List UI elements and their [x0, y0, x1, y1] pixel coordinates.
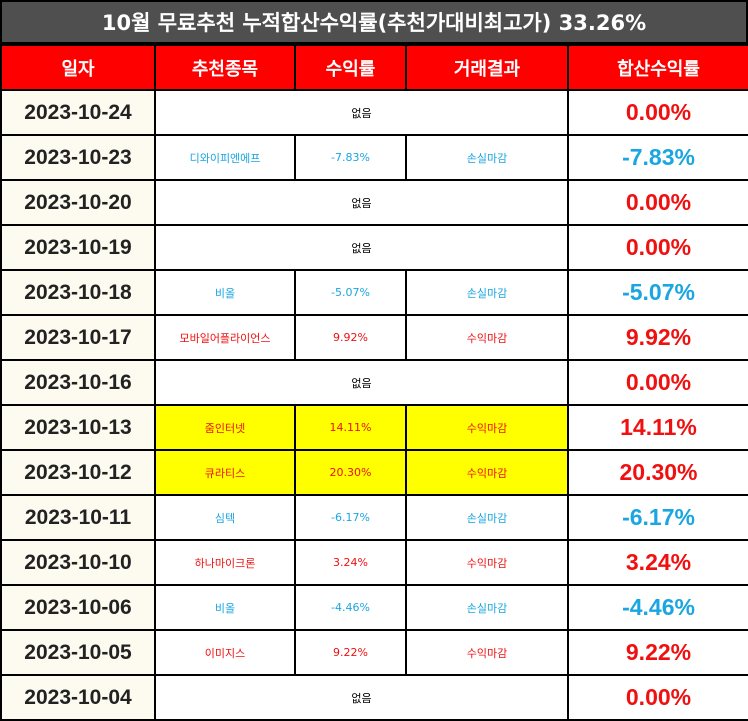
cumulative-return-cell: 0.00%: [567, 674, 748, 721]
stock-name-cell: 줌인터넷: [154, 404, 296, 451]
table-row: 2023-10-16 없음 0.00%: [0, 359, 748, 406]
no-recommendation-cell: 없음: [154, 359, 569, 406]
return-cell: 9.22%: [294, 629, 407, 676]
date-cell: 2023-10-17: [0, 314, 156, 361]
date-cell: 2023-10-23: [0, 134, 156, 181]
cumulative-return-cell: 0.00%: [567, 359, 748, 406]
table-row: 2023-10-19 없음 0.00%: [0, 224, 748, 271]
trade-result-cell: 수익마감: [405, 629, 569, 676]
stock-name-cell: 이미지스: [154, 629, 296, 676]
cumulative-return-cell: 9.22%: [567, 629, 748, 676]
date-cell: 2023-10-11: [0, 494, 156, 541]
table-row: 2023-10-04 없음 0.00%: [0, 674, 748, 721]
table-row: 2023-10-11 심텍 -6.17% 손실마감 -6.17%: [0, 494, 748, 541]
stock-name-cell: 디와이피엔에프: [154, 134, 296, 181]
stock-name-cell: 하나마이크론: [154, 539, 296, 586]
table-body: 2023-10-24 없음 0.00% 2023-10-23 디와이피엔에프 -7.83%…: [0, 89, 748, 721]
date-cell: 2023-10-24: [0, 89, 156, 136]
return-cell: 14.11%: [294, 404, 407, 451]
date-cell: 2023-10-20: [0, 179, 156, 226]
table-row: 2023-10-05 이미지스 9.22% 수익마감 9.22%: [0, 629, 748, 676]
return-cell: 20.30%: [294, 449, 407, 496]
stock-name-cell: 큐라티스: [154, 449, 296, 496]
stock-name-cell: 심텍: [154, 494, 296, 541]
stock-name-cell: 비올: [154, 269, 296, 316]
cumulative-return-cell: -5.07%: [567, 269, 748, 316]
date-cell: 2023-10-04: [0, 674, 156, 721]
trade-result-cell: 손실마감: [405, 494, 569, 541]
table-row: 2023-10-06 비올 -4.46% 손실마감 -4.46%: [0, 584, 748, 631]
return-cell: -4.46%: [294, 584, 407, 631]
date-cell: 2023-10-10: [0, 539, 156, 586]
stock-name-cell: 모바일어플라이언스: [154, 314, 296, 361]
table-header-row: 일자 추천종목 수익률 거래결과 합산수익률: [0, 44, 748, 91]
cumulative-return-cell: 20.30%: [567, 449, 748, 496]
table-row: 2023-10-17 모바일어플라이언스 9.92% 수익마감 9.92%: [0, 314, 748, 361]
column-header-return: 수익률: [294, 44, 407, 91]
return-cell: -7.83%: [294, 134, 407, 181]
date-cell: 2023-10-19: [0, 224, 156, 271]
column-header-stock: 추천종목: [154, 44, 296, 91]
return-cell: -6.17%: [294, 494, 407, 541]
table-row: 2023-10-12 큐라티스 20.30% 수익마감 20.30%: [0, 449, 748, 496]
no-recommendation-cell: 없음: [154, 89, 569, 136]
cumulative-return-cell: -4.46%: [567, 584, 748, 631]
date-cell: 2023-10-18: [0, 269, 156, 316]
cumulative-return-cell: 3.24%: [567, 539, 748, 586]
date-cell: 2023-10-16: [0, 359, 156, 406]
return-cell: -5.07%: [294, 269, 407, 316]
cumulative-return-cell: 9.92%: [567, 314, 748, 361]
trade-result-cell: 손실마감: [405, 269, 569, 316]
table-row: 2023-10-13 줌인터넷 14.11% 수익마감 14.11%: [0, 404, 748, 451]
date-cell: 2023-10-12: [0, 449, 156, 496]
return-cell: 9.92%: [294, 314, 407, 361]
column-header-cumulative: 합산수익률: [567, 44, 748, 91]
trade-result-cell: 손실마감: [405, 584, 569, 631]
trade-result-cell: 수익마감: [405, 539, 569, 586]
return-cell: 3.24%: [294, 539, 407, 586]
cumulative-return-cell: 14.11%: [567, 404, 748, 451]
column-header-date: 일자: [0, 44, 156, 91]
trade-result-cell: 손실마감: [405, 134, 569, 181]
date-cell: 2023-10-13: [0, 404, 156, 451]
cumulative-return-cell: -7.83%: [567, 134, 748, 181]
page-title: 10월 무료추천 누적합산수익률(추천가대비최고가) 33.26%: [0, 0, 748, 44]
table-row: 2023-10-18 비올 -5.07% 손실마감 -5.07%: [0, 269, 748, 316]
no-recommendation-cell: 없음: [154, 224, 569, 271]
cumulative-return-cell: 0.00%: [567, 89, 748, 136]
date-cell: 2023-10-05: [0, 629, 156, 676]
table-row: 2023-10-10 하나마이크론 3.24% 수익마감 3.24%: [0, 539, 748, 586]
column-header-result: 거래결과: [405, 44, 569, 91]
recommendation-table: 일자 추천종목 수익률 거래결과 합산수익률 2023-10-24 없음 0.00%…: [0, 44, 748, 721]
trade-result-cell: 수익마감: [405, 314, 569, 361]
trade-result-cell: 수익마감: [405, 449, 569, 496]
trade-result-cell: 수익마감: [405, 404, 569, 451]
cumulative-return-cell: 0.00%: [567, 224, 748, 271]
table-row: 2023-10-20 없음 0.00%: [0, 179, 748, 226]
no-recommendation-cell: 없음: [154, 674, 569, 721]
table-row: 2023-10-24 없음 0.00%: [0, 89, 748, 136]
stock-name-cell: 비올: [154, 584, 296, 631]
cumulative-return-cell: -6.17%: [567, 494, 748, 541]
cumulative-return-cell: 0.00%: [567, 179, 748, 226]
table-row: 2023-10-23 디와이피엔에프 -7.83% 손실마감 -7.83%: [0, 134, 748, 181]
date-cell: 2023-10-06: [0, 584, 156, 631]
no-recommendation-cell: 없음: [154, 179, 569, 226]
